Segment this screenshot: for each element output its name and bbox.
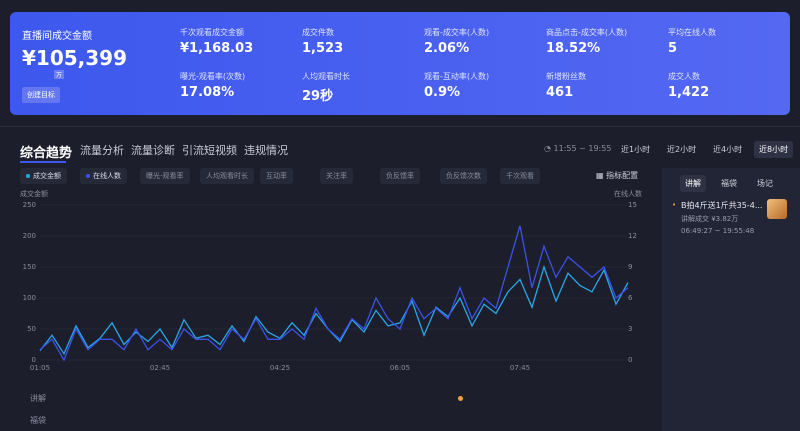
config-text: 指标配置 <box>606 171 639 180</box>
x-tick-label: 06:05 <box>390 364 410 372</box>
y-tick-label: 0 <box>32 356 36 364</box>
metric-label: 人均观看时长 <box>302 72 350 81</box>
summary-card <box>10 12 790 115</box>
metric-value: 29秒 <box>302 89 334 104</box>
metric-chip[interactable]: 负反馈次数 <box>440 168 487 184</box>
tab[interactable]: 违规情况 <box>244 144 288 157</box>
legend-chip[interactable]: 成交金额 <box>20 168 67 184</box>
item-time: 06:49:27 ~ 19:55:48 <box>681 227 755 235</box>
row-label: 讲解 <box>30 394 46 403</box>
y2-tick-label: 9 <box>628 263 632 271</box>
metric-label: 千次观看成交金额 <box>180 28 244 37</box>
metric-chip[interactable]: 关注率 <box>320 168 353 184</box>
y2-tick-label: 6 <box>628 294 633 302</box>
summary-value: ¥105,399 <box>22 46 128 70</box>
y-tick-label: 100 <box>23 294 36 302</box>
item-title: B拍4斤送1斤共35-4... <box>681 201 763 210</box>
x-tick-label: 07:45 <box>510 364 530 372</box>
side-tab[interactable]: 讲解 <box>680 175 706 192</box>
range-button[interactable]: 近8小时 <box>754 141 794 158</box>
x-tick-label: 02:45 <box>150 364 170 372</box>
tab[interactable]: 流量分析 <box>80 144 124 157</box>
legend-dot <box>26 174 30 178</box>
range-button[interactable]: 近2小时 <box>667 145 697 154</box>
metric-value: 2.06% <box>424 41 470 56</box>
legend-text: 成交金额 <box>33 172 61 180</box>
unit-badge: 万 <box>54 70 65 79</box>
y2-tick-label: 0 <box>628 356 632 364</box>
summary-title: 直播间成交金额 <box>22 31 92 42</box>
range-button[interactable]: 近1小时 <box>621 145 651 154</box>
metric-value: 1,422 <box>668 85 710 100</box>
product-image <box>767 199 787 219</box>
y-tick-label: 150 <box>23 263 36 271</box>
y2-tick-label: 3 <box>628 325 632 333</box>
metric-value: 18.52% <box>546 41 601 56</box>
time-range: ◔ 11:55 ~ 19:55 <box>544 144 612 153</box>
side-tab[interactable]: 福袋 <box>721 179 737 188</box>
tab[interactable]: 引流短视频 <box>182 144 237 157</box>
series-line <box>39 225 629 362</box>
metric-label: 平均在线人数 <box>668 28 716 37</box>
metric-label: 成交人数 <box>668 72 700 81</box>
tab-underline <box>20 161 66 163</box>
metric-label: 曝光-观看率(次数) <box>180 72 246 81</box>
y2-tick-label: 15 <box>628 201 637 209</box>
tab[interactable]: 综合趋势 <box>20 146 73 161</box>
legend-dot <box>86 174 90 178</box>
y-axis-title: 成交金额 <box>20 189 48 198</box>
side-tab[interactable]: 场记 <box>757 179 773 188</box>
metric-label: 新增粉丝数 <box>546 72 586 81</box>
metric-label: 观看-互动率(人数) <box>424 72 490 81</box>
metric-label: 观看-成交率(人数) <box>424 28 490 37</box>
tab[interactable]: 流量诊断 <box>131 144 175 157</box>
x-tick-label: 01:05 <box>30 364 50 372</box>
divider <box>0 126 800 127</box>
metric-value: 461 <box>546 85 574 100</box>
y2-tick-label: 12 <box>628 232 637 240</box>
row-label: 福袋 <box>30 416 46 425</box>
y-tick-label: 200 <box>23 232 36 240</box>
metric-chip[interactable]: 负反馈率 <box>380 168 420 184</box>
metric-label: 成交件数 <box>302 28 334 37</box>
metric-chip[interactable]: 互动率 <box>260 168 293 184</box>
legend-chip[interactable]: 在线人数 <box>80 168 127 184</box>
x-tick-label: 04:25 <box>270 364 290 372</box>
metric-value: 1,523 <box>302 41 344 56</box>
metric-label: 商品点击-成交率(人数) <box>546 28 628 37</box>
y-tick-label: 50 <box>27 325 36 333</box>
legend-text: 在线人数 <box>93 172 121 180</box>
chart: 成交金额 在线人数 0 50 100 150 200 250 0 3 6 9 12 15 01:05 02:4… <box>20 189 642 372</box>
time-range-text: 11:55 ~ 19:55 <box>553 144 612 153</box>
create-goal-button[interactable]: 创建目标 <box>22 87 60 103</box>
y-tick-label: 250 <box>23 201 36 209</box>
bullet: • <box>672 201 677 209</box>
y2-axis-title: 在线人数 <box>614 189 642 198</box>
metric-value: ¥1,168.03 <box>180 41 254 56</box>
event-dot <box>458 396 463 401</box>
metric-value: 5 <box>668 41 678 56</box>
config-button[interactable]: ▦ 指标配置 <box>596 171 639 180</box>
metric-chip[interactable]: 千次观看 <box>500 168 540 184</box>
metric-chip[interactable]: 曝光-观看率 <box>140 168 190 184</box>
metric-chip[interactable]: 人均观看时长 <box>200 168 254 184</box>
metric-value: 0.9% <box>424 85 461 100</box>
item-sales: 讲解成交 ¥3.82万 <box>681 215 739 223</box>
range-button[interactable]: 近4小时 <box>713 145 743 154</box>
metric-value: 17.08% <box>180 85 235 100</box>
series-line <box>39 264 629 356</box>
